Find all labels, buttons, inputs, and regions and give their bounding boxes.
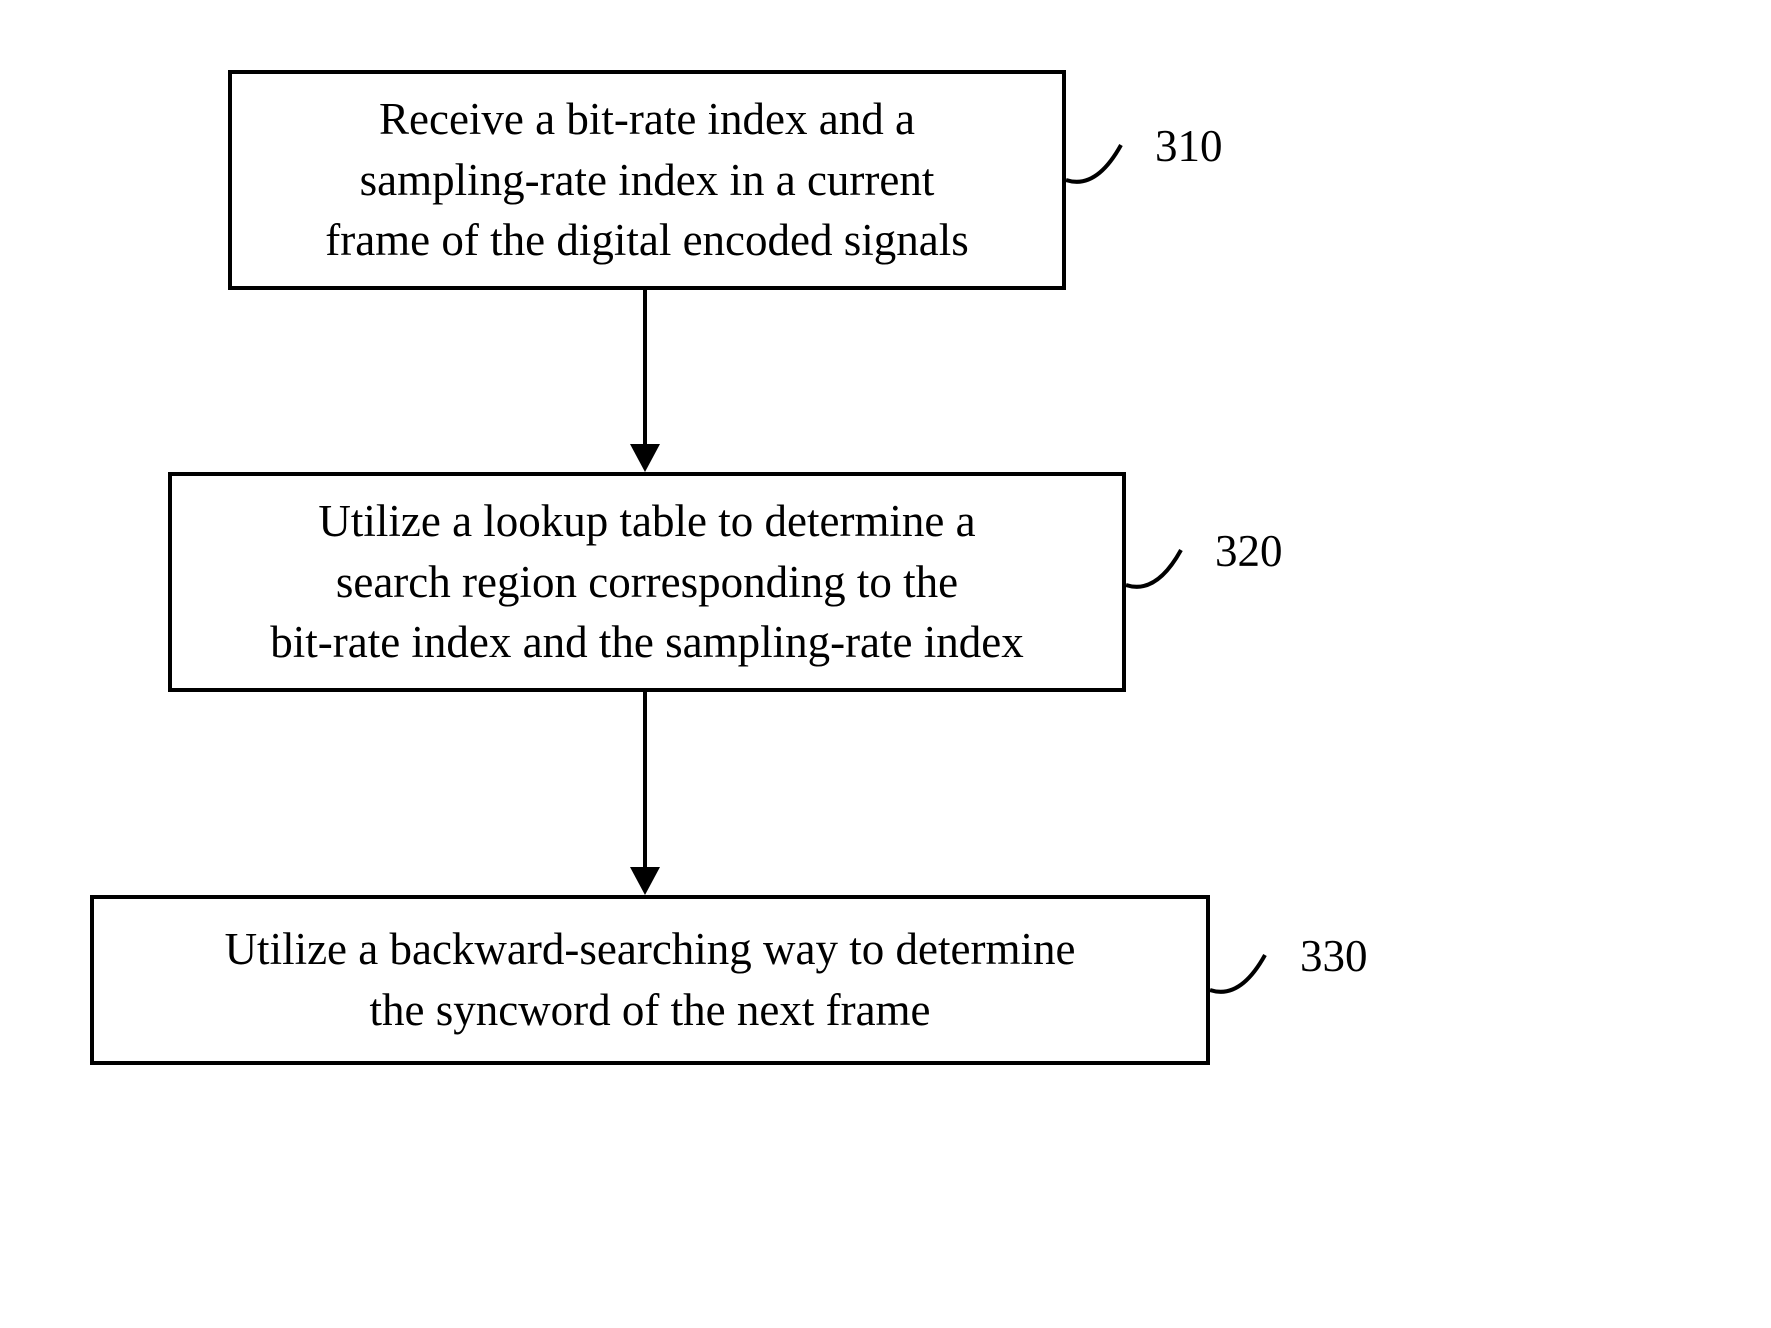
node-text: Utilize a backward-searching way to dete…: [225, 919, 1076, 1041]
node-text: Receive a bit-rate index and a sampling-…: [325, 89, 969, 271]
flowchart-node: Utilize a lookup table to determine a se…: [168, 472, 1126, 692]
flowchart-canvas: Receive a bit-rate index and a sampling-…: [0, 0, 1771, 1328]
node-label: 330: [1300, 930, 1368, 982]
node-text: Utilize a lookup table to determine a se…: [270, 491, 1024, 673]
flowchart-node: Receive a bit-rate index and a sampling-…: [228, 70, 1066, 290]
flowchart-node: Utilize a backward-searching way to dete…: [90, 895, 1210, 1065]
flow-arrow: [620, 290, 670, 474]
label-connector: [1210, 940, 1300, 1020]
flow-arrow: [620, 692, 670, 897]
label-connector: [1066, 130, 1156, 210]
node-label: 310: [1155, 120, 1223, 172]
node-label: 320: [1215, 525, 1283, 577]
label-connector: [1126, 535, 1216, 615]
